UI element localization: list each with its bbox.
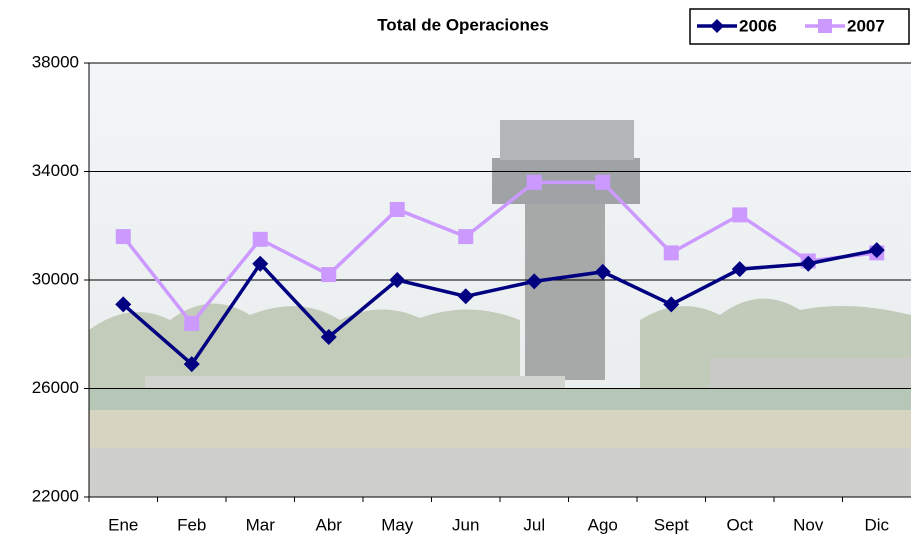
- marker: [115, 296, 132, 313]
- marker: [320, 328, 337, 345]
- marker: [252, 255, 269, 272]
- chart-title: Total de Operaciones: [377, 15, 549, 34]
- marker: [818, 19, 832, 33]
- marker: [731, 261, 748, 278]
- y-tick-label: 38000: [32, 52, 79, 71]
- series-line: [122, 248, 878, 367]
- legend-label: 2006: [739, 16, 777, 35]
- legend-label: 2007: [847, 16, 885, 35]
- marker: [526, 273, 543, 290]
- marker: [595, 174, 611, 190]
- x-tick-label: Oct: [727, 515, 754, 534]
- x-tick-label: Sept: [654, 515, 689, 534]
- x-tick-label: Abr: [316, 515, 343, 534]
- x-tick-label: Feb: [177, 515, 206, 534]
- marker: [458, 229, 474, 245]
- series-line: [121, 180, 877, 327]
- x-tick-label: May: [381, 515, 414, 534]
- marker: [594, 263, 611, 280]
- x-tick-label: Dic: [864, 515, 889, 534]
- y-tick-label: 30000: [32, 269, 79, 288]
- marker: [321, 267, 337, 283]
- x-tick-label: Jun: [452, 515, 479, 534]
- marker: [457, 288, 474, 305]
- x-tick-label: Mar: [246, 515, 276, 534]
- x-tick-label: Ene: [108, 515, 138, 534]
- y-tick-label: 22000: [32, 486, 79, 505]
- y-tick-label: 34000: [32, 161, 79, 180]
- x-tick-label: Ago: [588, 515, 618, 534]
- marker: [115, 229, 131, 245]
- marker: [663, 296, 680, 313]
- marker: [732, 207, 748, 223]
- x-tick-label: Nov: [793, 515, 824, 534]
- marker: [252, 231, 268, 247]
- marker: [526, 174, 542, 190]
- marker: [389, 272, 406, 288]
- marker: [663, 245, 679, 261]
- y-tick-label: 26000: [32, 378, 79, 397]
- marker: [184, 315, 200, 331]
- marker: [389, 201, 405, 217]
- marker: [710, 19, 724, 33]
- marker: [868, 242, 885, 259]
- marker: [183, 356, 200, 373]
- x-tick-label: Jul: [523, 515, 545, 534]
- marker: [800, 255, 817, 272]
